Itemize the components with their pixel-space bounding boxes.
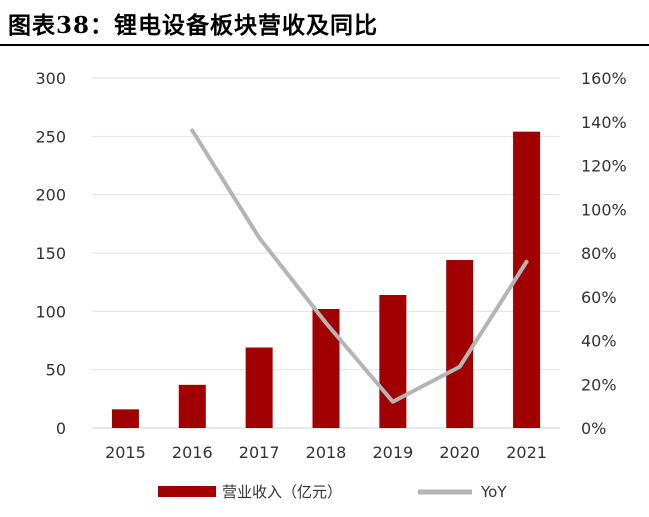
left-tick-label: 50 (46, 361, 66, 380)
legend-label-revenue: 营业收入（亿元） (222, 483, 342, 501)
revenue-bar (379, 295, 407, 428)
right-axis-ticks: 0% 20% 40% 60% 80% 100% 120% 140% 160% (581, 69, 627, 438)
gridlines (92, 77, 560, 429)
chart-title: 图表38：锂电设备板块营收及同比 (8, 12, 379, 39)
revenue-bar (111, 409, 139, 428)
yoy-line (190, 128, 529, 404)
title-underline (0, 44, 649, 46)
right-tick-label: 20% (581, 375, 617, 394)
left-axis-ticks: 0 50 100 150 200 250 300 (35, 69, 66, 438)
x-tick-label: 2018 (306, 443, 347, 462)
x-tick-label: 2021 (506, 443, 547, 462)
revenue-bar (513, 131, 541, 428)
x-tick-label: 2017 (239, 443, 280, 462)
legend-swatch-revenue (158, 486, 216, 497)
revenue-bars (111, 131, 541, 428)
left-tick-label: 250 (35, 127, 66, 146)
right-tick-label: 160% (581, 69, 627, 88)
right-tick-label: 60% (581, 288, 617, 307)
right-tick-label: 120% (581, 157, 627, 176)
x-tick-label: 2016 (172, 443, 213, 462)
revenue-bar (446, 260, 474, 428)
left-tick-label: 300 (35, 69, 66, 88)
revenue-bar (245, 347, 273, 428)
revenue-bar (178, 384, 206, 428)
left-tick-label: 200 (35, 186, 66, 205)
right-tick-label: 80% (581, 244, 617, 263)
right-tick-label: 140% (581, 113, 627, 132)
x-axis-ticks: 2015 2016 2017 2018 2019 2020 2021 (105, 443, 547, 462)
x-tick-label: 2015 (105, 443, 146, 462)
yoy-line-path (190, 128, 529, 404)
x-tick-label: 2019 (372, 443, 413, 462)
right-tick-label: 0% (581, 419, 606, 438)
left-tick-label: 0 (56, 419, 66, 438)
left-tick-label: 150 (35, 244, 66, 263)
revenue-bar (312, 309, 340, 428)
left-tick-label: 100 (35, 302, 66, 321)
right-tick-label: 100% (581, 200, 627, 219)
x-tick-label: 2020 (439, 443, 480, 462)
legend: 营业收入（亿元） YoY (158, 483, 507, 501)
legend-label-yoy: YoY (480, 483, 507, 501)
right-tick-label: 40% (581, 332, 617, 351)
title-bar: 图表38：锂电设备板块营收及同比 (0, 0, 649, 46)
